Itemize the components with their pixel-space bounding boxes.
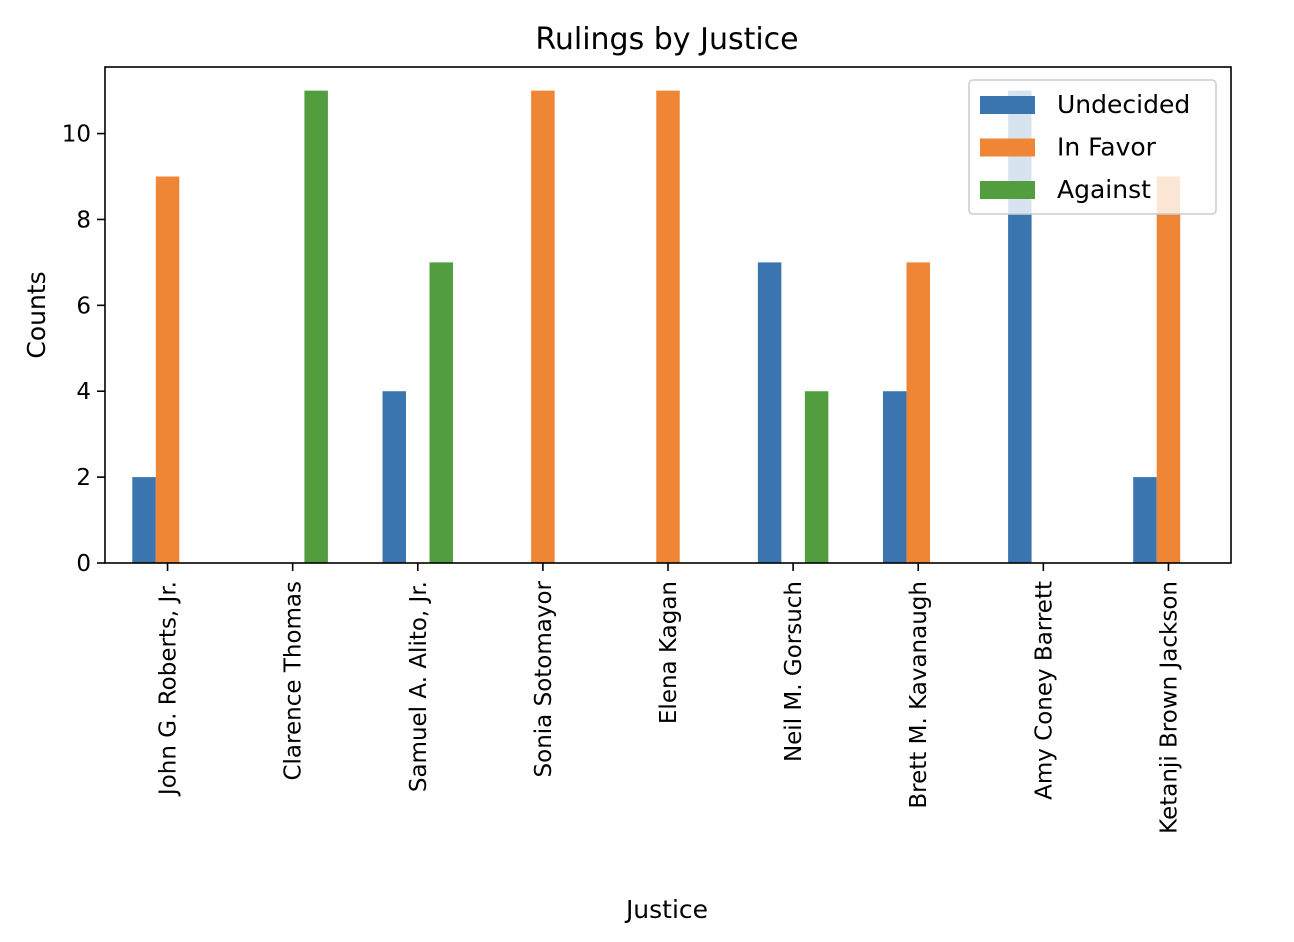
chart-title: Rulings by Justice [535, 22, 798, 57]
x-tick-label: John G. Roberts, Jr. [156, 581, 182, 797]
x-tick-label: Samuel A. Alito, Jr. [406, 581, 432, 792]
bar-in-favor-1 [155, 176, 180, 563]
legend-label: Undecided [1057, 90, 1190, 119]
legend-label: In Favor [1057, 133, 1157, 162]
y-tick-label: 6 [76, 293, 91, 319]
bar-against-6 [804, 391, 829, 563]
x-tick-label: Sonia Sotomayor [531, 580, 557, 777]
bar-against-3 [429, 262, 454, 563]
bar-undecided-3 [382, 391, 407, 563]
x-tick-label: Amy Coney Barrett [1031, 581, 1057, 800]
bar-undecided-6 [757, 262, 782, 563]
bar-in-favor-9 [1156, 176, 1181, 563]
x-axis-ticks: John G. Roberts, Jr. Clarence Thomas Samue… [156, 563, 1182, 834]
bar-in-favor-5 [656, 90, 680, 564]
y-tick-label: 8 [76, 207, 91, 233]
x-tick-label: Neil M. Gorsuch [781, 581, 807, 762]
y-tick-label: 4 [76, 379, 91, 405]
legend-swatch-undecided [980, 96, 1035, 114]
bar-in-favor-4 [531, 90, 555, 564]
x-tick-label: Elena Kagan [656, 581, 682, 724]
bar-undecided-9 [1133, 477, 1157, 563]
y-axis-ticks: 0 2 4 6 8 10 [62, 122, 105, 577]
x-tick-label: Clarence Thomas [281, 581, 307, 781]
plot-area-frame [104, 66, 1232, 564]
y-tick-label: 2 [76, 465, 91, 491]
bar-against-2 [304, 90, 328, 564]
legend-swatch-against [980, 181, 1035, 199]
x-axis-label: Justice [624, 895, 708, 924]
x-tick-label: Ketanji Brown Jackson [1156, 581, 1182, 834]
bar-undecided-1 [132, 477, 156, 563]
y-tick-label: 0 [76, 551, 91, 577]
y-axis-label: Counts [22, 271, 51, 358]
bar-in-favor-7 [906, 262, 930, 563]
y-tick-label: 10 [62, 122, 91, 148]
bar-undecided-7 [882, 391, 907, 563]
x-tick-label: Brett M. Kavanaugh [906, 581, 932, 809]
legend-label: Against [1057, 175, 1151, 204]
legend-swatch-in-favor [980, 138, 1035, 157]
legend: Undecided In Favor Against [968, 79, 1217, 215]
